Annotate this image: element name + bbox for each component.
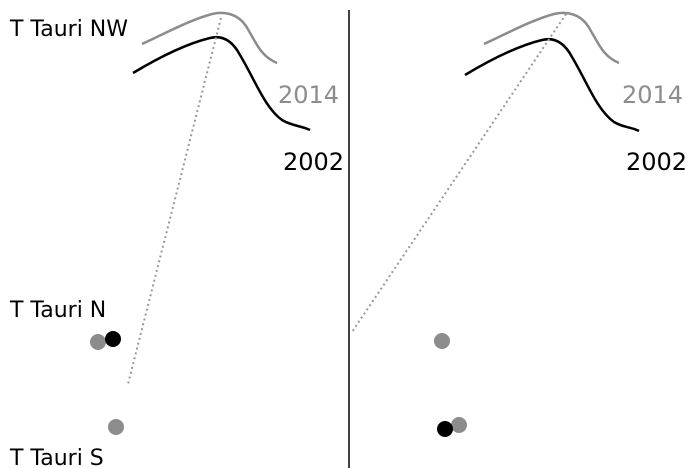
right-arc-2014	[483, 11, 620, 65]
label-2014-left: 2014	[278, 81, 339, 109]
right-n-dot-2014	[434, 333, 450, 349]
right-s-dot-2014	[451, 417, 467, 433]
left-panel: T Tauri NW 2014 2002 T Tauri N T Tauri S	[9, 11, 344, 468]
left-n-dot-2002	[105, 331, 121, 347]
label-t-tauri-nw: T Tauri NW	[9, 17, 128, 42]
label-2014-right: 2014	[622, 81, 683, 109]
left-n-dot-2014	[90, 334, 106, 350]
left-arc-2014	[141, 11, 278, 65]
left-dotted-line	[127, 17, 222, 385]
label-t-tauri-n: T Tauri N	[9, 298, 106, 323]
label-2002-left: 2002	[283, 148, 344, 176]
left-s-dot-2014	[108, 419, 124, 435]
right-panel: 2014 2002	[351, 11, 687, 437]
label-2002-right: 2002	[626, 148, 687, 176]
left-arc-2002	[132, 36, 311, 132]
right-dotted-line	[351, 13, 567, 333]
right-s-dot-2002	[437, 421, 453, 437]
right-arc-2002	[464, 38, 640, 133]
label-t-tauri-s: T Tauri S	[9, 446, 104, 468]
